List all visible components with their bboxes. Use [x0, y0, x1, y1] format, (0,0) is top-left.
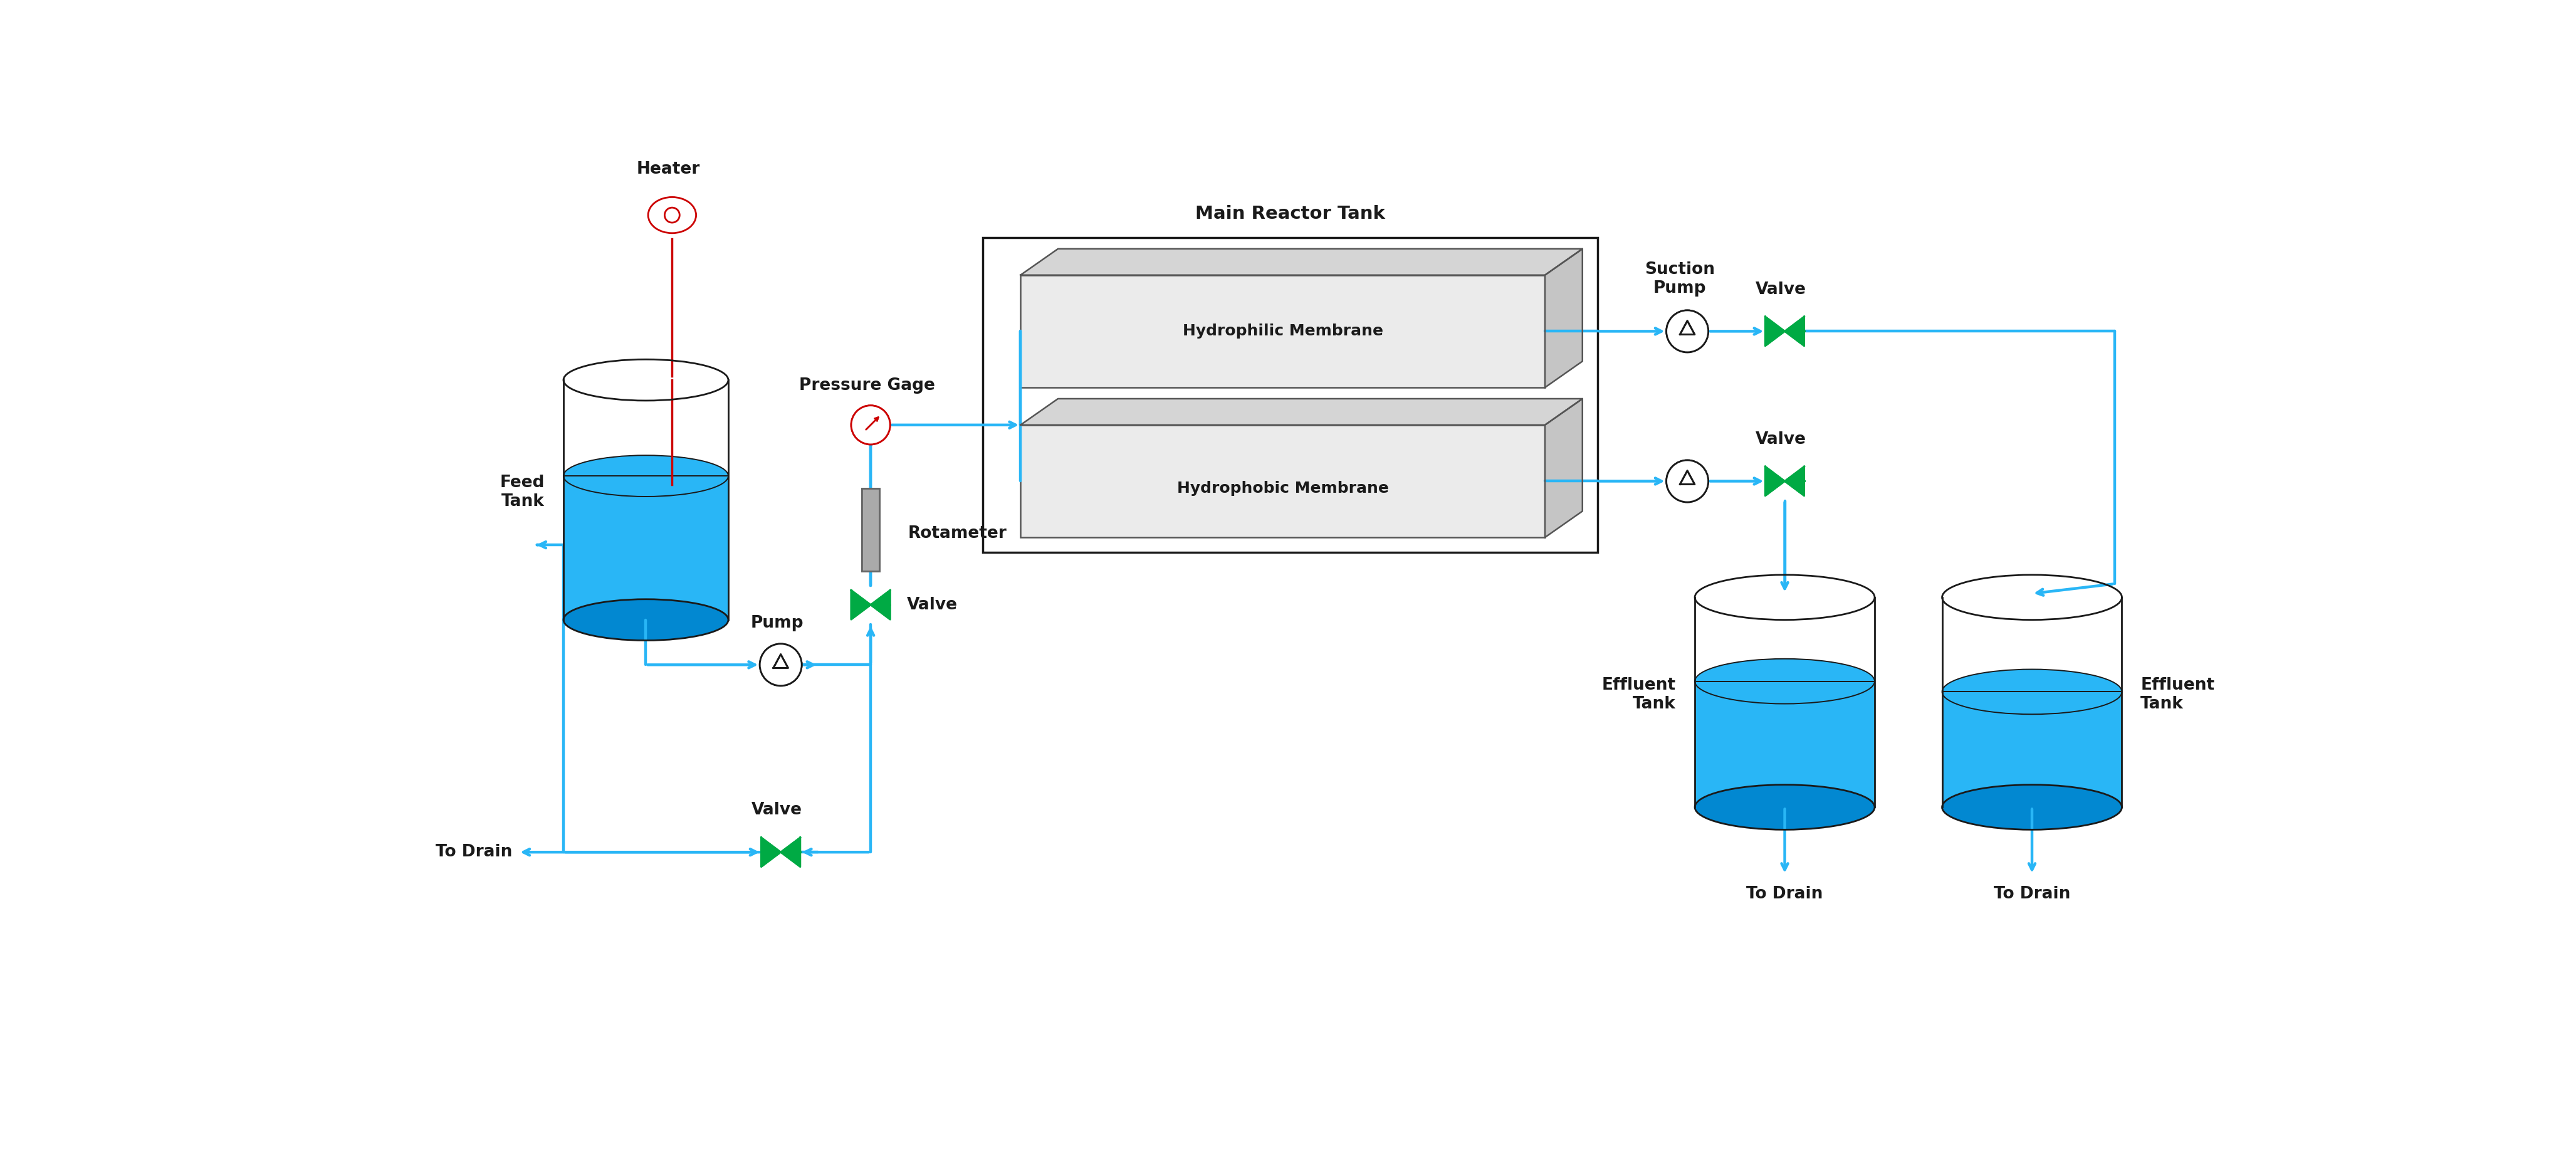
Polygon shape: [1020, 398, 1582, 425]
Text: Feed
Tank: Feed Tank: [500, 475, 544, 510]
FancyBboxPatch shape: [1020, 276, 1546, 388]
Circle shape: [1667, 311, 1708, 353]
FancyBboxPatch shape: [1695, 681, 1875, 807]
Polygon shape: [781, 837, 801, 867]
Text: Hydrophobic Membrane: Hydrophobic Membrane: [1177, 481, 1388, 496]
Text: Valve: Valve: [907, 597, 958, 613]
Polygon shape: [1785, 466, 1803, 495]
Circle shape: [760, 644, 801, 686]
Text: Valve: Valve: [1757, 281, 1806, 298]
Polygon shape: [1546, 249, 1582, 388]
Ellipse shape: [1942, 669, 2123, 715]
Text: Main Reactor Tank: Main Reactor Tank: [1195, 206, 1386, 223]
Text: Valve: Valve: [752, 802, 801, 819]
Polygon shape: [1020, 249, 1582, 276]
Polygon shape: [1765, 466, 1785, 495]
FancyBboxPatch shape: [1942, 691, 2123, 807]
Polygon shape: [1765, 317, 1785, 346]
Circle shape: [1667, 460, 1708, 502]
Circle shape: [1667, 460, 1708, 502]
Circle shape: [760, 644, 801, 686]
Polygon shape: [762, 837, 781, 867]
FancyBboxPatch shape: [860, 488, 878, 571]
Polygon shape: [871, 590, 891, 619]
Text: To Drain: To Drain: [1747, 885, 1824, 902]
Text: Hydrophilic Membrane: Hydrophilic Membrane: [1182, 324, 1383, 339]
Text: Suction
Pump: Suction Pump: [1643, 262, 1716, 297]
Circle shape: [1667, 311, 1708, 353]
Text: To Drain: To Drain: [435, 844, 513, 861]
Polygon shape: [850, 590, 871, 619]
Text: Effluent
Tank: Effluent Tank: [1602, 677, 1677, 712]
Polygon shape: [1765, 466, 1785, 495]
Polygon shape: [1785, 317, 1803, 346]
Text: Effluent
Tank: Effluent Tank: [2141, 677, 2215, 712]
FancyBboxPatch shape: [564, 475, 729, 620]
Ellipse shape: [1942, 785, 2123, 829]
FancyBboxPatch shape: [1020, 425, 1546, 537]
Text: Rotameter: Rotameter: [909, 526, 1007, 542]
Ellipse shape: [564, 456, 729, 496]
Text: Heater: Heater: [636, 161, 701, 178]
Polygon shape: [1546, 398, 1582, 537]
Text: Valve: Valve: [1757, 431, 1806, 447]
Polygon shape: [1785, 466, 1803, 495]
FancyBboxPatch shape: [984, 237, 1597, 552]
Circle shape: [850, 405, 891, 445]
Polygon shape: [871, 590, 891, 619]
Polygon shape: [850, 590, 871, 619]
Ellipse shape: [1695, 785, 1875, 829]
Polygon shape: [781, 837, 801, 867]
Ellipse shape: [1695, 659, 1875, 704]
Polygon shape: [1765, 317, 1785, 346]
Polygon shape: [762, 837, 781, 867]
Text: To Drain: To Drain: [1994, 885, 2071, 902]
Text: Pump: Pump: [750, 614, 804, 631]
Circle shape: [850, 405, 891, 445]
Ellipse shape: [564, 599, 729, 640]
Text: Pressure Gage: Pressure Gage: [799, 377, 935, 394]
FancyBboxPatch shape: [860, 488, 878, 571]
Polygon shape: [1785, 317, 1803, 346]
